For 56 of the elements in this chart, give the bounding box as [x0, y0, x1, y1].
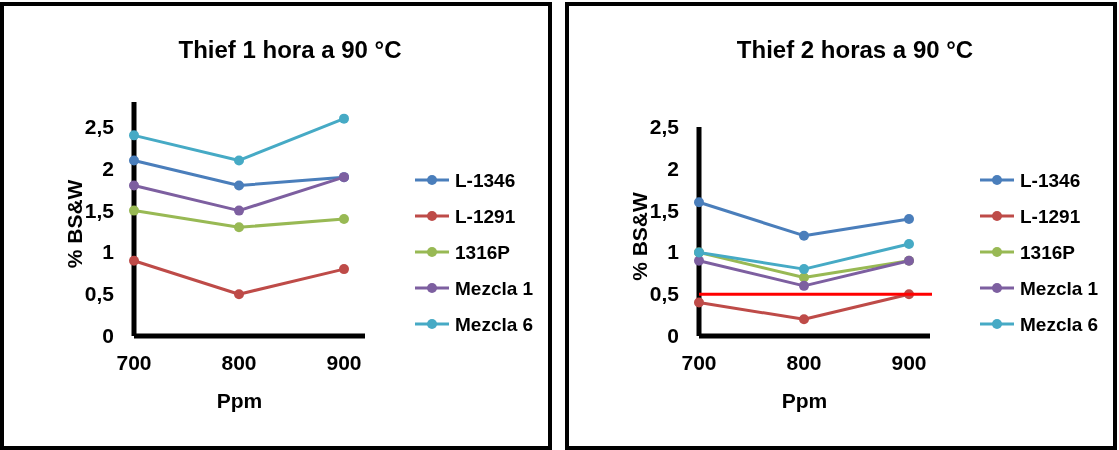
x-tick-label: 700: [681, 351, 717, 374]
legend-label: Mezcla 6: [1020, 314, 1099, 335]
point: [799, 280, 809, 291]
y-tick-label: 2,5: [84, 115, 115, 138]
legend-label: L-1291: [455, 206, 516, 227]
x-axis-title: Ppm: [781, 389, 828, 412]
legend-label: 1316P: [1020, 242, 1076, 263]
point: [129, 255, 139, 266]
y-tick-label: 1: [102, 240, 115, 264]
point: [339, 113, 349, 124]
x-tick-label: 800: [786, 351, 822, 374]
point: [799, 264, 809, 275]
y-tick-label: 1,5: [649, 198, 680, 222]
point: [904, 239, 914, 250]
y-tick-label: 1,5: [84, 198, 115, 222]
point: [339, 264, 349, 275]
y-tick-label: 0: [102, 324, 114, 347]
point: [129, 180, 139, 191]
x-axis-title: Ppm: [216, 389, 263, 412]
chart-title: Thief 1 hora a 90 °C: [178, 36, 402, 63]
point: [694, 197, 704, 208]
point: [694, 255, 704, 266]
y-tick-label: 0: [667, 324, 679, 347]
x-tick-label: 800: [221, 351, 257, 374]
point: [694, 297, 704, 308]
y-tick-label: 2: [667, 156, 679, 180]
legend-label: 1316P: [455, 242, 511, 263]
point: [129, 205, 139, 216]
legend-label: L-1346: [1020, 170, 1081, 191]
x-tick-label: 900: [891, 351, 927, 374]
point: [234, 289, 244, 300]
y-tick-label: 2,5: [649, 115, 680, 138]
legend-label: Mezcla 1: [1020, 278, 1099, 299]
x-tick-label: 900: [326, 351, 362, 374]
y-tick-label: 1: [667, 240, 680, 264]
point: [129, 155, 139, 166]
chart-title: Thief 2 horas a 90 °C: [736, 36, 974, 63]
y-axis-title: % BS&W: [63, 179, 86, 269]
point: [904, 213, 914, 224]
y-tick-label: 0,5: [84, 282, 115, 306]
point: [129, 130, 139, 141]
point: [234, 222, 244, 233]
y-axis-title: % BS&W: [628, 191, 651, 281]
point: [234, 155, 244, 166]
legend-label: L-1291: [1020, 206, 1081, 227]
legend-label: Mezcla 1: [455, 278, 534, 299]
point: [339, 213, 349, 224]
y-tick-label: 0,5: [649, 282, 680, 306]
point: [799, 314, 809, 325]
point: [799, 230, 809, 241]
legend-label: Mezcla 6: [455, 314, 534, 335]
point: [234, 205, 244, 216]
point: [234, 180, 244, 191]
y-tick-label: 2: [102, 156, 114, 180]
legend-label: L-1346: [455, 170, 516, 191]
x-tick-label: 700: [116, 351, 152, 374]
